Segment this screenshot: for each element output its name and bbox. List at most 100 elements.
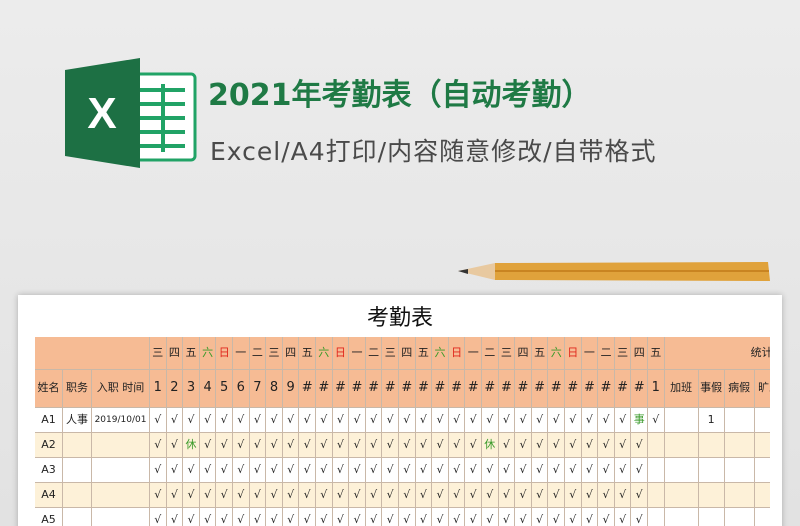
attendance-mark: √: [614, 408, 632, 433]
attendance-mark: √: [150, 433, 167, 458]
day-number: 2: [166, 370, 184, 408]
attendance-mark: √: [382, 483, 399, 508]
attendance-mark: √: [531, 483, 549, 508]
weekday: 六: [432, 337, 449, 370]
stat-value: [754, 408, 770, 433]
weekday: 日: [448, 337, 466, 370]
row-start: [92, 483, 150, 508]
attendance-mark: √: [266, 508, 283, 526]
day-number: 6: [233, 370, 250, 408]
row-role: [63, 433, 92, 458]
weekday: 四: [166, 337, 184, 370]
day-number: 5: [216, 370, 233, 408]
weekday: 二: [365, 337, 383, 370]
attendance-mark: √: [166, 483, 184, 508]
weekday: 一: [581, 337, 599, 370]
day-number: #: [432, 370, 449, 408]
stat-value: [698, 483, 725, 508]
attendance-mark: √: [614, 483, 632, 508]
row-name: A2: [35, 433, 63, 458]
attendance-mark: √: [432, 433, 449, 458]
day-number: #: [581, 370, 599, 408]
attendance-mark: √: [349, 408, 366, 433]
attendance-mark: √: [482, 508, 499, 526]
attendance-mark: √: [233, 458, 250, 483]
day-number: 4: [199, 370, 217, 408]
attendance-mark: √: [581, 433, 599, 458]
row-start: [92, 508, 150, 526]
attendance-mark: √: [482, 408, 499, 433]
day-number: #: [382, 370, 399, 408]
weekday: 二: [249, 337, 267, 370]
attendance-mark: √: [548, 508, 565, 526]
pencil: [458, 262, 770, 281]
attendance-mark: √: [316, 458, 333, 483]
attendance-mark: √: [266, 458, 283, 483]
attendance-mark: √: [199, 458, 217, 483]
day-number: #: [565, 370, 582, 408]
attendance-mark: √: [515, 433, 532, 458]
row-start: [92, 433, 150, 458]
weekday: 四: [399, 337, 416, 370]
row-start: 2019/10/01: [92, 408, 150, 433]
day-number: #: [482, 370, 499, 408]
attendance-mark: √: [399, 458, 416, 483]
header-blank: [35, 337, 150, 370]
attendance-mark: √: [448, 483, 466, 508]
attendance-mark: √: [216, 433, 233, 458]
attendance-mark: √: [233, 508, 250, 526]
attendance-mark: √: [183, 408, 200, 433]
weekday: 六: [548, 337, 565, 370]
attendance-mark: √: [233, 408, 250, 433]
attendance-mark: √: [282, 408, 300, 433]
title: 2021年考勤表（自动考勤）: [208, 78, 592, 113]
attendance-mark: √: [482, 483, 499, 508]
icon-letter: X: [87, 89, 116, 138]
day-number: #: [598, 370, 615, 408]
attendance-mark: √: [515, 508, 532, 526]
attendance-mark: √: [415, 408, 433, 433]
attendance-mark: √: [598, 458, 615, 483]
attendance-mark: √: [498, 483, 516, 508]
attendance-mark: √: [448, 433, 466, 458]
day-number: 9: [282, 370, 300, 408]
attendance-mark: [648, 458, 665, 483]
attendance-mark: √: [531, 408, 549, 433]
attendance-mark: √: [249, 458, 267, 483]
weekday: 二: [598, 337, 615, 370]
attendance-mark: √: [531, 458, 549, 483]
attendance-mark: √: [631, 458, 648, 483]
day-number: 1: [648, 370, 665, 408]
row-name: A5: [35, 508, 63, 526]
weekday: 一: [349, 337, 366, 370]
attendance-mark: √: [531, 433, 549, 458]
attendance-mark: √: [548, 408, 565, 433]
attendance-mark: √: [233, 433, 250, 458]
day-number: #: [531, 370, 549, 408]
weekday: 一: [233, 337, 250, 370]
weekday: 三: [498, 337, 516, 370]
day-number: #: [631, 370, 648, 408]
attendance-mark: √: [299, 433, 316, 458]
attendance-mark: √: [166, 408, 184, 433]
attendance-mark: √: [565, 458, 582, 483]
attendance-mark: √: [465, 458, 482, 483]
day-number: #: [498, 370, 516, 408]
weekday: 一: [465, 337, 482, 370]
attendance-mark: √: [249, 408, 267, 433]
attendance-mark: √: [332, 483, 350, 508]
weekday: 三: [382, 337, 399, 370]
attendance-mark: √: [415, 433, 433, 458]
column-header: 姓名: [35, 370, 63, 408]
stats-header: 事假: [698, 370, 725, 408]
attendance-mark: √: [316, 508, 333, 526]
row-name: A1: [35, 408, 63, 433]
stat-value: [664, 508, 699, 526]
day-number: #: [448, 370, 466, 408]
attendance-mark: √: [598, 433, 615, 458]
attendance-mark: √: [598, 408, 615, 433]
attendance-mark: √: [216, 458, 233, 483]
row-role: [63, 483, 92, 508]
attendance-mark: √: [316, 408, 333, 433]
attendance-mark: √: [150, 408, 167, 433]
